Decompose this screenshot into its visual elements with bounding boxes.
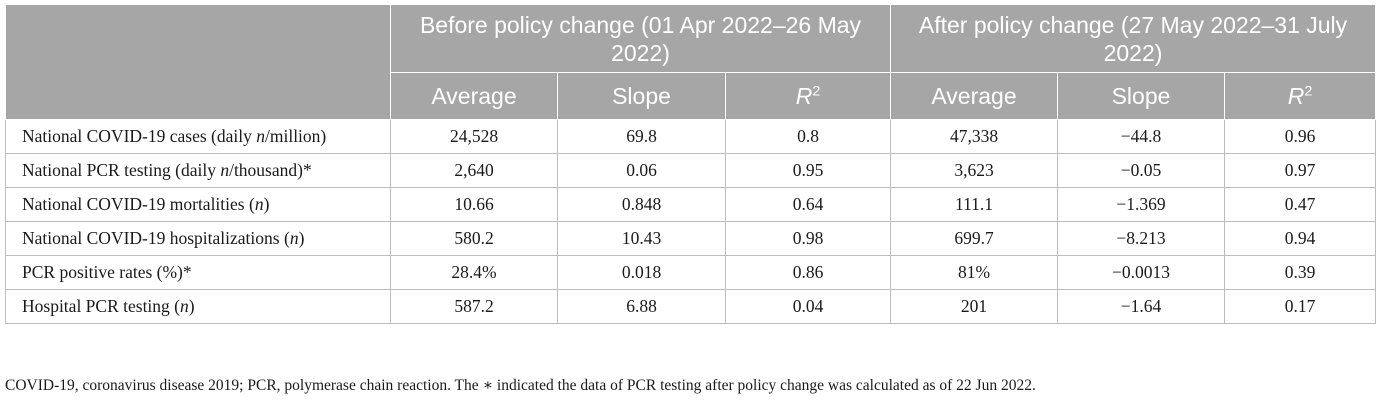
after-slope-cell: −0.05 xyxy=(1057,153,1226,188)
row-label-suffix: ) xyxy=(298,228,305,248)
row-label-text: National COVID-19 mortalities ( xyxy=(22,194,255,214)
after-slope-cell: −8.213 xyxy=(1057,221,1226,256)
before-slope-cell: 0.018 xyxy=(557,255,726,290)
after-slope-cell: −1.64 xyxy=(1057,289,1226,324)
row-label-suffix: /thousand)* xyxy=(229,160,312,180)
after-r2-cell: 0.97 xyxy=(1224,153,1377,188)
row-label-suffix: /million) xyxy=(265,126,327,146)
after-average-cell: 699.7 xyxy=(890,221,1059,256)
row-label: National COVID-19 cases (daily n/million… xyxy=(5,119,391,154)
after-r2-cell: 0.94 xyxy=(1224,221,1377,256)
row-label-text: National COVID-19 cases (daily xyxy=(22,126,257,146)
r-symbol: R xyxy=(1287,82,1305,109)
before-slope-cell: 6.88 xyxy=(557,289,726,324)
table-row: National COVID-19 hospitalizations (n) 58… xyxy=(5,221,1377,256)
before-r2-cell: 0.98 xyxy=(724,221,892,256)
header-slope-before: Slope xyxy=(557,72,726,120)
after-r2-cell: 0.39 xyxy=(1224,255,1377,290)
after-slope-cell: −0.0013 xyxy=(1057,255,1226,290)
table-row: National COVID-19 cases (daily n/million… xyxy=(5,119,1377,154)
r-superscript: 2 xyxy=(812,82,821,99)
after-r2-cell: 0.17 xyxy=(1224,289,1377,324)
table-row: Hospital PCR testing (n) 587.2 6.88 0.04 201… xyxy=(5,289,1377,324)
before-average-cell: 587.2 xyxy=(390,289,558,324)
before-average-cell: 28.4% xyxy=(390,255,558,290)
r-superscript: 2 xyxy=(1304,82,1313,99)
after-slope-cell: −1.369 xyxy=(1057,187,1226,222)
after-average-cell: 111.1 xyxy=(890,187,1059,222)
after-average-cell: 81% xyxy=(890,255,1059,290)
row-label: National COVID-19 hospitalizations (n) xyxy=(5,221,391,256)
before-slope-cell: 0.848 xyxy=(557,187,726,222)
before-average-cell: 580.2 xyxy=(390,221,558,256)
row-label: National PCR testing (daily n/thousand)* xyxy=(5,153,391,188)
row-label: National COVID-19 mortalities (n) xyxy=(5,187,391,222)
header-group-before: Before policy change (01 Apr 2022–26 May… xyxy=(389,4,892,73)
header-average-after: Average xyxy=(890,72,1059,120)
after-slope-cell: −44.8 xyxy=(1057,119,1226,154)
before-average-cell: 10.66 xyxy=(390,187,558,222)
r-symbol: R xyxy=(795,82,813,109)
after-average-cell: 3,623 xyxy=(890,153,1059,188)
before-r2-cell: 0.04 xyxy=(724,289,892,324)
before-slope-cell: 10.43 xyxy=(557,221,726,256)
table-footnote: COVID-19, coronavirus disease 2019; PCR,… xyxy=(5,377,1036,394)
row-label-variable: n xyxy=(180,296,189,316)
after-average-cell: 47,338 xyxy=(890,119,1059,154)
after-r2-cell: 0.96 xyxy=(1224,119,1377,154)
header-blank-cell xyxy=(5,4,391,120)
header-r2-after: R2 xyxy=(1224,72,1377,120)
row-label: Hospital PCR testing (n) xyxy=(5,289,391,324)
before-average-cell: 2,640 xyxy=(390,153,558,188)
header-slope-after: Slope xyxy=(1057,72,1226,120)
table-row: National COVID-19 mortalities (n) 10.66 0.… xyxy=(5,187,1377,222)
header-average-before: Average xyxy=(390,72,558,120)
before-slope-cell: 0.06 xyxy=(557,153,726,188)
row-label-variable: n xyxy=(254,194,264,214)
table-body: National COVID-19 cases (daily n/million… xyxy=(5,119,1377,324)
header-group-after: After policy change (27 May 2022–31 July… xyxy=(890,4,1377,73)
before-r2-cell: 0.95 xyxy=(724,153,892,188)
after-average-cell: 201 xyxy=(890,289,1059,324)
before-r2-cell: 0.64 xyxy=(724,187,892,222)
row-label-variable: n xyxy=(289,228,299,248)
row-label-text: National PCR testing (daily xyxy=(22,160,221,180)
header-r2-before: R2 xyxy=(724,72,892,120)
row-label-suffix: ) xyxy=(263,194,270,214)
row-label-text: Hospital PCR testing ( xyxy=(22,296,180,316)
before-average-cell: 24,528 xyxy=(390,119,558,154)
before-r2-cell: 0.86 xyxy=(724,255,892,290)
table-row: PCR positive rates (%)* 28.4% 0.018 0.86 81%… xyxy=(5,255,1377,290)
table-row: National PCR testing (daily n/thousand)*… xyxy=(5,153,1377,188)
before-r2-cell: 0.8 xyxy=(724,119,892,154)
row-label-text: PCR positive rates (%)* xyxy=(22,262,192,282)
after-r2-cell: 0.47 xyxy=(1224,187,1377,222)
before-slope-cell: 69.8 xyxy=(557,119,726,154)
row-label-variable: n xyxy=(220,160,230,180)
data-table: Before policy change (01 Apr 2022–26 May… xyxy=(5,4,1377,324)
row-label-variable: n xyxy=(256,126,265,146)
row-label-suffix: ) xyxy=(188,296,195,316)
row-label: PCR positive rates (%)* xyxy=(5,255,391,290)
row-label-text: National COVID-19 hospitalizations ( xyxy=(22,228,290,248)
